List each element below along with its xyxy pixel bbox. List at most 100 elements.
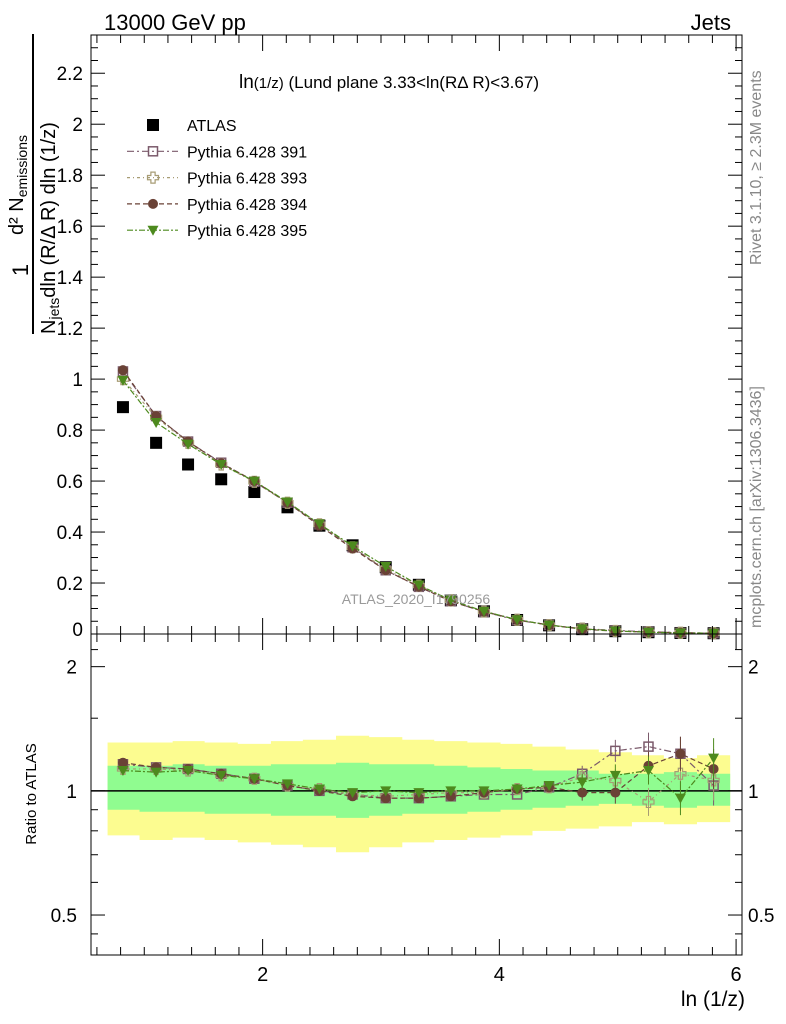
- xtick-label: 6: [731, 964, 742, 986]
- data-point-p395: [511, 615, 523, 626]
- data-point-atlas: [182, 458, 195, 471]
- ratio-point-p395: [576, 777, 588, 788]
- ratio-point-p395: [117, 766, 129, 777]
- ylabel-num-sub: emissions: [14, 135, 30, 197]
- ratio-point-p395: [380, 786, 392, 797]
- main-ytick-label: 1.6: [57, 217, 83, 238]
- chart-title-rest: (Lund plane 3.33<ln(RΔ R)<3.67): [284, 73, 539, 92]
- legend: ATLAS Pythia 6.428 391 Pythia 6.428 393 Pyt…: [127, 118, 307, 240]
- ratio-point-p394: [675, 748, 686, 759]
- ratio-point-p395: [543, 781, 555, 792]
- ylabel-den-main: N: [38, 320, 60, 334]
- ylabel-denominator: Njetsdln (R/Δ R) dln (1/z): [38, 122, 62, 334]
- ratio-point-p395: [609, 770, 621, 781]
- main-ylabel: 1 d² Nemissions Njetsdln (R/Δ R) dln (1/…: [6, 34, 62, 334]
- data-point-atlas: [248, 486, 261, 499]
- legend-marker-p394: [148, 198, 158, 209]
- ratio-ytick-label: 0.5: [51, 906, 77, 927]
- ratio-point-p395: [642, 766, 654, 777]
- data-point-p395: [281, 497, 293, 508]
- ratio-point-p391: [610, 745, 621, 757]
- ratio-point-p393: [674, 767, 687, 780]
- legend-entry-p395: Pythia 6.428 395: [127, 223, 307, 240]
- chart-title-main: ln: [239, 72, 254, 93]
- data-point-p395: [347, 541, 359, 552]
- mcplots-label: mcplots.cern.ch [arXiv:1306.3436]: [748, 386, 765, 628]
- data-point-p395: [215, 459, 227, 470]
- legend-marker-p391: [147, 146, 159, 157]
- ratio-ytick-label-right: 1: [748, 782, 759, 803]
- legend-label-p394: Pythia 6.428 394: [187, 197, 307, 214]
- main-ytick-label: 1.2: [57, 319, 83, 340]
- header-left: 13000 GeV pp: [104, 10, 246, 35]
- ratio-ytick-label: 2: [66, 658, 77, 679]
- legend-marker-atlas: [147, 119, 159, 131]
- ratio-point-p391: [643, 741, 654, 752]
- ratio-point-p394: [380, 793, 391, 804]
- ratio-point-p395: [413, 788, 425, 799]
- ratio-point-p395: [674, 793, 686, 804]
- chart-title: ln(1/z) (Lund plane 3.33<ln(RΔ R)<3.67): [239, 72, 539, 93]
- data-point-p395: [313, 519, 325, 530]
- main-ytick-label: 0.2: [57, 574, 83, 595]
- data-point-p395: [674, 628, 686, 639]
- main-ytick-label: 2: [72, 115, 83, 136]
- ratio-point-p395: [708, 753, 720, 764]
- main-ytick-label: 0.4: [57, 523, 84, 544]
- legend-marker-p395: [147, 225, 159, 236]
- data-point-atlas: [150, 436, 163, 449]
- watermark: ATLAS_2020_I1790256: [342, 591, 491, 607]
- data-point-p395: [150, 417, 162, 428]
- data-point-p395: [445, 595, 457, 606]
- ratio-point-p395: [182, 766, 194, 777]
- ylabel-prefix: 1: [8, 264, 33, 276]
- main-ytick-label: 0.6: [57, 472, 83, 493]
- ratio-point-p395: [248, 774, 260, 785]
- main-ytick-label: 0: [72, 620, 83, 641]
- data-point-atlas: [116, 401, 129, 414]
- legend-entry-p393: Pythia 6.428 393: [127, 171, 307, 188]
- data-point-p395: [182, 439, 194, 450]
- main-panel: 0 0.2 0.4 0.6 0.8 1 1.2 1.4 1.6 1.8 2 2.2: [57, 34, 743, 641]
- ylabel-den-sub: jets: [46, 298, 62, 321]
- xtick-label: 4: [494, 964, 505, 986]
- ratio-point-p394: [413, 793, 424, 804]
- chart-title-sub: (1/z): [254, 75, 284, 92]
- ratio-panel: 2 4 6 0.5 0.5 1 1 2 2: [51, 633, 774, 986]
- data-point-p395: [478, 606, 490, 617]
- ratio-series-p395: [117, 738, 720, 816]
- ratio-point-p393: [609, 774, 622, 787]
- legend-label-p393: Pythia 6.428 393: [187, 171, 307, 188]
- ratio-point-p394: [577, 787, 588, 798]
- ratio-point-p395: [445, 786, 457, 797]
- xaxis-label: ln (1/z): [681, 988, 745, 1011]
- ratio-frame: [90, 633, 743, 956]
- ratio-point-p395: [313, 784, 325, 795]
- ratio-point-p395: [347, 788, 359, 799]
- legend-entry-p391: Pythia 6.428 391: [127, 144, 307, 161]
- ratio-ytick-label-right: 0.5: [748, 906, 774, 927]
- ratio-point-p393: [707, 774, 720, 787]
- data-point-p395: [576, 624, 588, 635]
- main-ytick-label: 1: [72, 370, 83, 391]
- data-point-p395: [413, 580, 425, 591]
- ratio-ylabel: Ratio to ATLAS: [23, 743, 40, 844]
- data-point-atlas: [215, 473, 228, 486]
- data-point-p395: [543, 620, 555, 631]
- main-ytick-label: 2.2: [57, 64, 83, 85]
- ratio-point-p393: [642, 795, 655, 809]
- ratio-point-p394: [117, 757, 128, 768]
- series-p395: [117, 375, 720, 639]
- ylabel-num-main: d² N: [6, 197, 28, 235]
- legend-marker-p393: [146, 171, 160, 184]
- data-point-p395: [117, 375, 129, 386]
- ratio-ytick-label: 1: [66, 782, 77, 803]
- ratio-point-p395: [511, 784, 523, 795]
- xtick-label: 2: [257, 964, 268, 986]
- legend-label-atlas: ATLAS: [187, 118, 237, 135]
- data-point-p394: [117, 365, 128, 376]
- data-point-p395: [380, 561, 392, 572]
- legend-entry-p394: Pythia 6.428 394: [127, 197, 307, 214]
- main-ytick-label: 1.8: [57, 166, 83, 187]
